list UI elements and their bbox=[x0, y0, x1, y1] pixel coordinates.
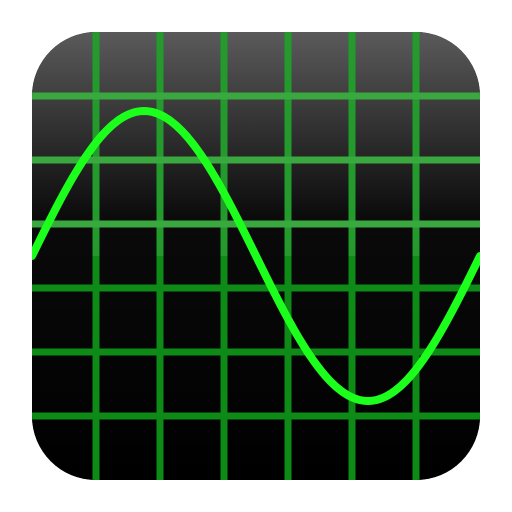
sine-waveform bbox=[32, 106, 480, 406]
oscilloscope-icon[interactable] bbox=[32, 32, 480, 480]
grid-line-vertical-highlight bbox=[412, 32, 420, 256]
grid-line-horizontal bbox=[32, 156, 480, 164]
grid-line-horizontal bbox=[32, 412, 480, 420]
grid-line-horizontal bbox=[32, 92, 480, 100]
grid-line-vertical-highlight bbox=[220, 32, 228, 256]
grid-line-vertical-highlight bbox=[284, 32, 292, 256]
grid-line-horizontal bbox=[32, 284, 480, 292]
grid-line-horizontal bbox=[32, 348, 480, 356]
grid-line-vertical-highlight bbox=[156, 32, 164, 256]
grid-line-horizontal bbox=[32, 220, 480, 228]
oscilloscope-screen bbox=[32, 32, 480, 480]
grid-lines bbox=[32, 32, 480, 480]
grid-line-vertical-highlight bbox=[348, 32, 356, 256]
